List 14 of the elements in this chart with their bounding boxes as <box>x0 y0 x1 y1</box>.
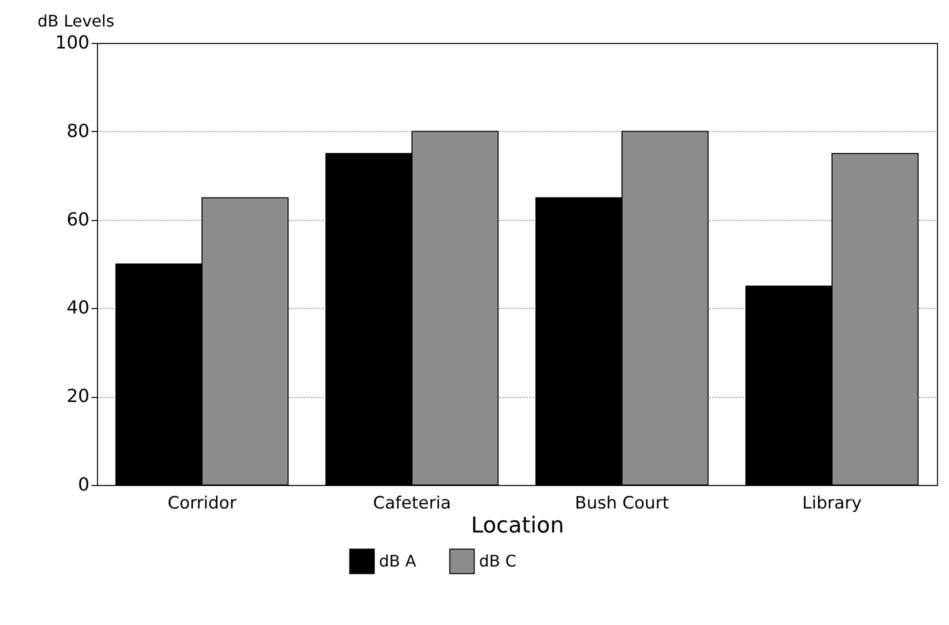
x-tick-label: Corridor <box>168 494 236 514</box>
y-axis-title: dB Levels <box>38 12 114 30</box>
y-tick-label: 100 <box>55 32 90 54</box>
y-tick-label: 80 <box>66 120 90 142</box>
legend-label: dB A <box>379 551 416 570</box>
y-tick-label: 60 <box>66 209 90 230</box>
legend-label: dB C <box>479 551 516 570</box>
y-tick-label: 20 <box>66 386 90 408</box>
x-tick-label: Bush Court <box>574 494 670 514</box>
x-axis-title: Location <box>470 514 564 538</box>
y-tick-label: 40 <box>66 298 90 319</box>
x-tick-label: Library <box>802 494 862 514</box>
y-tick-label: 0 <box>78 474 90 496</box>
x-tick-label: Cafeteria <box>373 494 451 514</box>
